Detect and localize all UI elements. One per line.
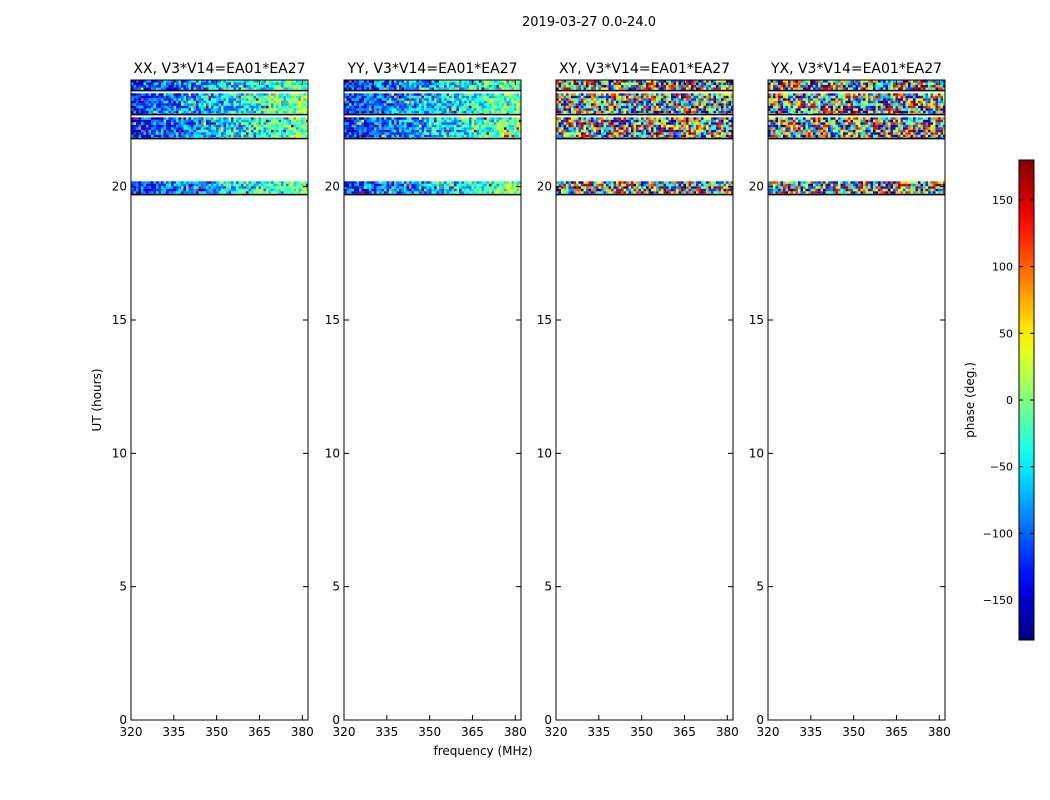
x-tick-label: 350 bbox=[842, 725, 865, 739]
x-tick-label: 320 bbox=[757, 725, 780, 739]
panel-2: XY, V3*V14=EA01*EA27 320 335 350 365 380 0 5 10 1… bbox=[537, 61, 739, 739]
y-axis-label: UT (hours) bbox=[90, 368, 104, 431]
panel-0: XX, V3*V14=EA01*EA27 320 335 350 365 380 0 5 10 1… bbox=[112, 61, 314, 739]
x-tick-label: 335 bbox=[587, 725, 610, 739]
panel-frame bbox=[343, 79, 522, 721]
data-band-2 bbox=[131, 93, 309, 116]
x-tick-label: 320 bbox=[333, 725, 356, 739]
x-tick-label: 365 bbox=[248, 725, 271, 739]
y-tick-label: 5 bbox=[544, 580, 552, 594]
y-tick-label: 15 bbox=[749, 313, 764, 327]
panel-title: XY, V3*V14=EA01*EA27 bbox=[559, 61, 730, 77]
y-tick-label: 0 bbox=[756, 713, 764, 727]
y-tick-label: 5 bbox=[756, 580, 764, 594]
x-tick-label: 365 bbox=[461, 725, 484, 739]
panel-title: YX, V3*V14=EA01*EA27 bbox=[770, 61, 942, 77]
panel-frame bbox=[130, 79, 309, 721]
panel-1: YY, V3*V14=EA01*EA27 320 335 350 365 380 0 5 10 1… bbox=[325, 61, 527, 739]
colorbar-tick-label: −50 bbox=[990, 461, 1013, 474]
y-tick-label: 10 bbox=[112, 446, 127, 460]
y-tick-label: 20 bbox=[112, 180, 127, 194]
data-band-0 bbox=[344, 181, 522, 196]
x-tick-label: 380 bbox=[291, 725, 314, 739]
colorbar-tick-label: −150 bbox=[983, 594, 1013, 607]
panel-title: XX, V3*V14=EA01*EA27 bbox=[133, 61, 305, 77]
colorbar-tick-label: 50 bbox=[999, 327, 1013, 340]
x-tick-label: 380 bbox=[928, 725, 951, 739]
colorbar-tick-label: −100 bbox=[983, 527, 1013, 540]
y-tick-label: 10 bbox=[325, 446, 340, 460]
x-tick-label: 350 bbox=[630, 725, 653, 739]
x-tick-label: 365 bbox=[885, 725, 908, 739]
panel-frame bbox=[767, 79, 946, 721]
x-tick-label: 320 bbox=[545, 725, 568, 739]
y-tick-label: 0 bbox=[119, 713, 127, 727]
panel-frame bbox=[555, 79, 734, 721]
panel-background bbox=[131, 80, 308, 720]
y-tick-label: 10 bbox=[749, 446, 764, 460]
x-tick-label: 320 bbox=[120, 725, 143, 739]
y-tick-label: 10 bbox=[537, 446, 552, 460]
x-tick-label: 365 bbox=[673, 725, 696, 739]
data-band-1 bbox=[344, 117, 522, 140]
x-tick-label: 380 bbox=[504, 725, 527, 739]
y-tick-label: 20 bbox=[749, 180, 764, 194]
panels: XX, V3*V14=EA01*EA27 320 335 350 365 380 0 5 10 1… bbox=[112, 61, 951, 739]
data-band-2 bbox=[344, 93, 522, 116]
y-tick-label: 5 bbox=[119, 580, 127, 594]
data-band-0 bbox=[131, 181, 309, 196]
data-band-0 bbox=[556, 181, 734, 196]
y-tick-label: 20 bbox=[325, 180, 340, 194]
data-band-3 bbox=[344, 80, 522, 92]
panel-background bbox=[768, 80, 945, 720]
figure-title: 2019-03-27 0.0-24.0 bbox=[522, 15, 656, 30]
x-tick-label: 350 bbox=[205, 725, 228, 739]
y-tick-label: 0 bbox=[544, 713, 552, 727]
data-band-2 bbox=[556, 93, 734, 116]
colorbar-tick-label: 100 bbox=[992, 261, 1013, 274]
y-tick-label: 20 bbox=[537, 180, 552, 194]
y-tick-label: 5 bbox=[332, 580, 340, 594]
data-band-1 bbox=[768, 117, 946, 140]
colorbar-gradient bbox=[1019, 160, 1034, 640]
panel-background bbox=[344, 80, 521, 720]
y-tick-label: 15 bbox=[112, 313, 127, 327]
x-axis-label: frequency (MHz) bbox=[433, 744, 532, 758]
colorbar-label: phase (deg.) bbox=[963, 362, 977, 438]
data-band-0 bbox=[768, 181, 946, 196]
panel-title: YY, V3*V14=EA01*EA27 bbox=[346, 61, 517, 77]
x-tick-label: 350 bbox=[418, 725, 441, 739]
data-band-3 bbox=[556, 80, 734, 92]
y-tick-label: 15 bbox=[537, 313, 552, 327]
panel-background bbox=[556, 80, 733, 720]
colorbar-tick-label: 150 bbox=[992, 194, 1013, 207]
x-tick-label: 335 bbox=[375, 725, 398, 739]
x-tick-label: 380 bbox=[716, 725, 739, 739]
colorbar: −150 −100 −50 0 50 100 150 phase (deg.) bbox=[963, 159, 1035, 641]
x-tick-label: 335 bbox=[162, 725, 185, 739]
x-tick-label: 335 bbox=[799, 725, 822, 739]
colorbar-tick-label: 0 bbox=[1006, 394, 1013, 407]
data-band-2 bbox=[768, 93, 946, 116]
panel-3: YX, V3*V14=EA01*EA27 320 335 350 365 380 0 5 10 1… bbox=[749, 61, 951, 739]
y-tick-label: 15 bbox=[325, 313, 340, 327]
data-band-1 bbox=[556, 117, 734, 140]
data-band-3 bbox=[768, 80, 946, 92]
data-band-3 bbox=[131, 80, 309, 92]
y-tick-label: 0 bbox=[332, 713, 340, 727]
data-band-1 bbox=[131, 117, 309, 140]
